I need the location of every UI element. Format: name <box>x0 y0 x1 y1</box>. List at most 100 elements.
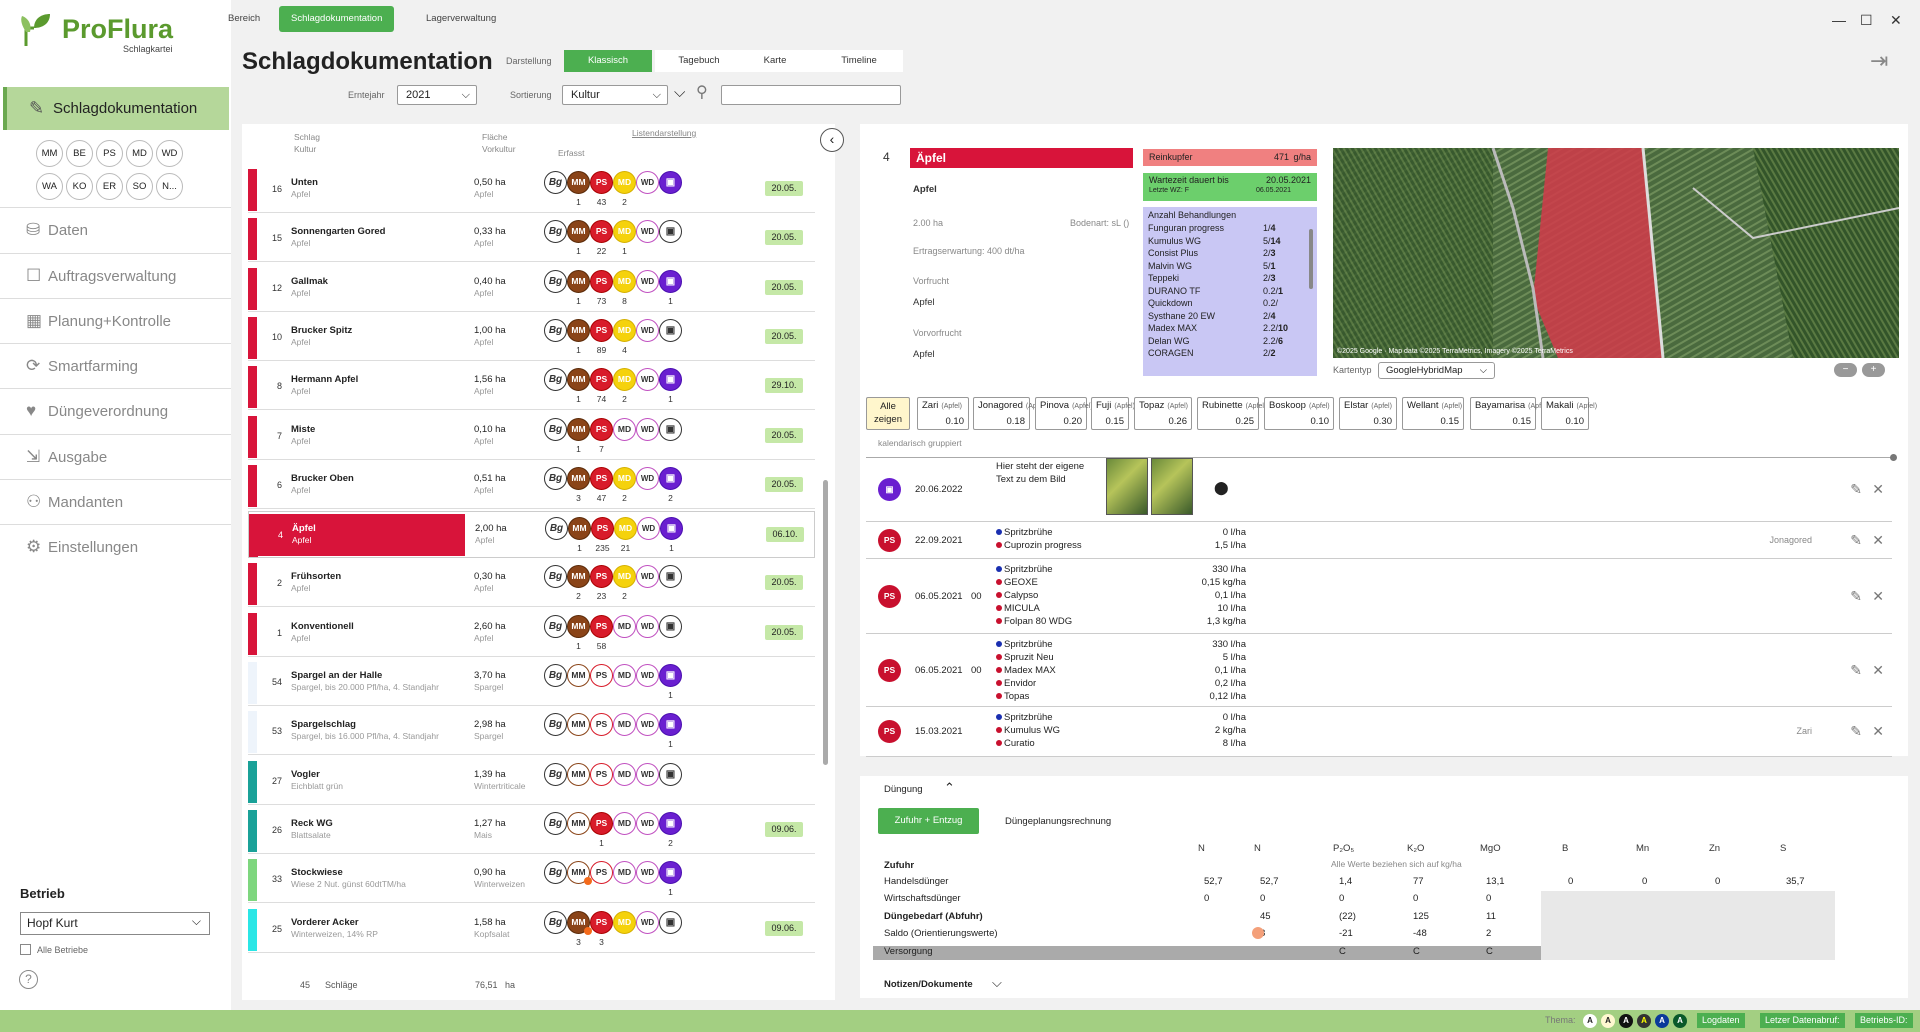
view-timeline[interactable]: Timeline <box>815 50 903 72</box>
location-pin-icon[interactable]: ⬤ <box>1214 480 1229 495</box>
timeline-handle[interactable] <box>1890 454 1897 461</box>
logdaten-button[interactable]: Logdaten <box>1697 1013 1745 1028</box>
chevron-down-icon[interactable]: ⌵ <box>992 975 1002 990</box>
ps-badge[interactable]: PS <box>590 318 613 342</box>
schlag-row[interactable]: 16 Unten Apfel 0,50 ha Apfel Bg MM PS MD WD ▣ 1 43 2 2… <box>248 166 815 213</box>
sorte-filter[interactable]: Rubinette (Apfel) 0.25 <box>1197 397 1266 430</box>
wd-badge[interactable]: WD <box>636 811 659 835</box>
mm-badge[interactable]: MM <box>568 517 591 541</box>
ps-badge[interactable]: PS <box>590 614 613 638</box>
wd-badge[interactable]: WD <box>636 220 659 244</box>
wd-badge[interactable]: WD <box>636 368 659 392</box>
betrieb-select[interactable]: Hopf Kurt ⌵ <box>20 912 210 935</box>
sorte-filter[interactable]: Jonagored(Apfel)0.18 <box>973 397 1047 430</box>
theme-yellow-icon[interactable]: A <box>1601 1014 1615 1028</box>
mandant-circle[interactable]: ER <box>96 173 123 200</box>
mandant-circle[interactable]: MD <box>126 140 153 167</box>
mm-badge[interactable]: MM <box>567 220 590 244</box>
wd-badge[interactable]: WD <box>636 664 659 687</box>
md-badge[interactable]: MD <box>613 614 636 638</box>
wd-badge[interactable]: WD <box>636 762 659 786</box>
minimize-icon[interactable]: — <box>1832 12 1846 28</box>
listendarstellung-link[interactable]: Listendarstellung <box>632 128 697 138</box>
ps-badge[interactable]: PS <box>590 664 613 687</box>
mm-badge[interactable]: MM <box>567 318 590 342</box>
md-badge[interactable]: MD <box>613 565 636 589</box>
timeline-entry[interactable]: PS 15.03.2021 Spritzbrühe Kumulus WG Curatio… <box>866 707 1892 757</box>
schlag-row[interactable]: 25 Vorderer Acker Winterweizen, 14% RP 1,58… <box>248 906 815 953</box>
wd-badge[interactable]: WD <box>636 861 659 885</box>
schlag-row[interactable]: 2 Frühsorten Apfel 0,30 ha Apfel Bg MM PS MD WD ▣ 2… <box>248 560 815 608</box>
edit-icon[interactable]: ✎ <box>1850 587 1862 604</box>
view-klassisch[interactable]: Klassisch <box>564 50 652 72</box>
ps-badge[interactable]: PS <box>590 762 613 786</box>
md-badge[interactable]: MD <box>613 171 636 194</box>
nav-smartfarming[interactable]: ⟳ Smartfarming <box>0 343 231 388</box>
schlag-row[interactable]: 7 Miste Apfel 0,10 ha Apfel Bg MM PS MD WD ▣ 1 7 20.0… <box>248 413 815 460</box>
schlag-row[interactable]: 27 Vogler Eichblatt grün 1,39 ha Wintertriti… <box>248 758 815 805</box>
photo-thumbnail[interactable] <box>1151 458 1193 515</box>
edit-icon[interactable]: ✎ <box>1850 723 1862 739</box>
behandlungen-scrollbar[interactable] <box>1309 229 1313 289</box>
image-badge-icon[interactable]: ▣ <box>659 318 682 342</box>
md-badge[interactable]: MD <box>613 811 636 835</box>
image-badge-icon[interactable]: ▣ <box>659 861 682 885</box>
timeline-entry[interactable]: ▣ 20.06.2022 Hier steht der eigene Text zu … <box>866 458 1892 522</box>
duengeplanung-button[interactable]: Düngeplanungsrechnung <box>1005 816 1112 827</box>
timeline-entry[interactable]: PS 06.05.2021 00 Spritzbrühe Spruzit Neu Made… <box>866 634 1892 707</box>
nav-einstellungen[interactable]: ⚙ Einstellungen <box>0 524 231 569</box>
mandant-circle[interactable]: SO <box>126 173 153 200</box>
md-badge[interactable]: MD <box>613 664 636 687</box>
nav-duengeverordnung[interactable]: ♥ Düngeverordnung <box>0 388 231 433</box>
timeline-entry[interactable]: PS 22.09.2021 Spritzbrühe Cuprozin progress… <box>866 522 1892 559</box>
mandant-circle[interactable]: MM <box>36 140 63 167</box>
mandant-circle[interactable]: WA <box>36 173 63 200</box>
md-badge[interactable]: MD <box>614 517 637 541</box>
theme-blue-icon[interactable]: A <box>1655 1014 1669 1028</box>
mm-badge[interactable]: MM <box>567 614 590 638</box>
schlag-row[interactable]: 10 Brucker Spitz Apfel 1,00 ha Apfel Bg MM PS MD… <box>248 314 815 361</box>
sorte-filter[interactable]: Elstar (Apfel) 0.30 <box>1339 397 1397 430</box>
chevron-up-icon[interactable]: ⌃ <box>944 780 955 795</box>
image-badge-icon[interactable]: ▣ <box>659 269 682 293</box>
md-badge[interactable]: MD <box>613 762 636 786</box>
nav-daten[interactable]: ⛁ Daten <box>0 207 231 252</box>
ps-badge[interactable]: PS <box>590 910 613 934</box>
collapse-panel-button[interactable]: ‹ <box>820 128 844 152</box>
tab-schlagdokumentation[interactable]: Schlagdokumentation <box>279 6 395 32</box>
image-badge-icon[interactable]: ▣ <box>659 220 682 244</box>
mandant-circle[interactable]: BE <box>66 140 93 167</box>
image-badge-icon[interactable]: ▣ <box>659 466 682 490</box>
mm-badge[interactable]: MM <box>567 368 590 392</box>
mm-badge[interactable]: MM <box>567 466 590 490</box>
bodengare-icon[interactable]: Bg <box>544 762 567 786</box>
schlag-row[interactable]: 1 Konventionell Apfel 2,60 ha Apfel Bg MM PS MD W… <box>248 610 815 657</box>
md-badge[interactable]: MD <box>613 861 636 885</box>
nav-mandanten[interactable]: ⚇ Mandanten <box>0 479 231 524</box>
erntejahr-select[interactable]: 2021 ⌵ <box>397 85 477 105</box>
image-badge-icon[interactable]: ▣ <box>659 368 682 392</box>
bodengare-icon[interactable]: Bg <box>544 269 567 293</box>
wd-badge[interactable]: WD <box>636 318 659 342</box>
schlag-row[interactable]: 54 Spargel an der Halle Spargel, bis 20.00… <box>248 659 815 706</box>
list-scrollbar[interactable] <box>823 480 828 765</box>
bodengare-icon[interactable]: Bg <box>544 220 567 244</box>
delete-icon[interactable]: ✕ <box>1872 661 1884 678</box>
wd-badge[interactable]: WD <box>636 713 659 737</box>
schlag-row[interactable]: 26 Reck WG Blattsalate 1,27 ha Mais Bg MM PS MD W… <box>248 807 815 854</box>
sorte-filter[interactable]: Fuji (Apfel) 0.15 <box>1091 397 1135 430</box>
ps-badge[interactable]: PS <box>590 861 613 885</box>
edit-icon[interactable]: ✎ <box>1850 481 1862 497</box>
image-badge-icon[interactable]: ▣ <box>660 517 683 541</box>
bodengare-icon[interactable]: Bg <box>544 614 567 638</box>
sort-direction-icon[interactable]: ⌵ <box>674 84 686 101</box>
image-badge-icon[interactable]: ▣ <box>659 565 682 589</box>
wd-badge[interactable]: WD <box>636 417 659 441</box>
notizen-label[interactable]: Notizen/Dokumente <box>884 979 973 990</box>
edit-icon[interactable]: ✎ <box>1850 531 1862 548</box>
mandant-circle[interactable]: WD <box>156 140 183 167</box>
maximize-icon[interactable]: ☐ <box>1860 12 1873 28</box>
mm-badge[interactable]: MM <box>567 762 590 786</box>
bodengare-icon[interactable]: Bg <box>544 811 567 835</box>
bodengare-icon[interactable]: Bg <box>544 713 567 737</box>
